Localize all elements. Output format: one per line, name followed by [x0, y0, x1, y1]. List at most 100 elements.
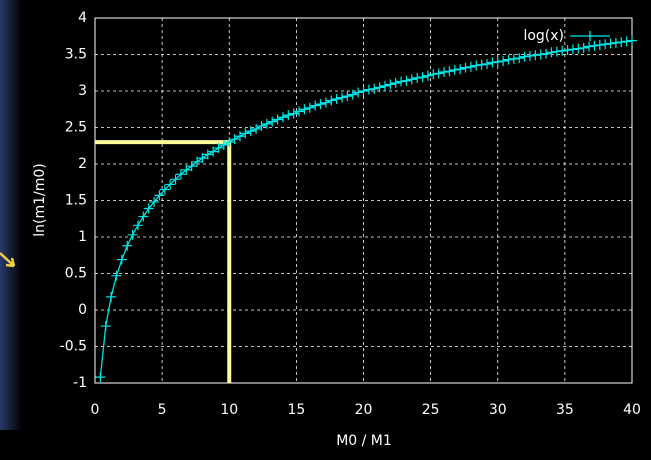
point-marker — [557, 45, 568, 56]
point-marker — [621, 36, 632, 47]
point-marker — [385, 79, 396, 90]
point-marker — [519, 51, 530, 62]
point-marker — [154, 190, 165, 201]
point-marker — [100, 321, 111, 332]
point-marker — [589, 40, 600, 51]
point-marker — [541, 48, 552, 59]
point-marker — [353, 87, 364, 98]
point-marker — [326, 95, 337, 106]
point-marker — [428, 69, 439, 80]
arrow — [0, 252, 16, 268]
point-marker — [234, 131, 245, 142]
point-marker — [256, 121, 267, 132]
legend-swatch — [570, 31, 610, 41]
point-marker — [116, 254, 127, 265]
y-tick-label: 3 — [78, 83, 87, 99]
point-marker — [584, 41, 595, 52]
point-marker — [396, 76, 407, 87]
x-tick-label: 20 — [355, 402, 373, 418]
y-tick-label: 0 — [78, 302, 87, 318]
point-marker — [224, 137, 235, 148]
point-marker — [159, 184, 170, 195]
x-tick-label: 10 — [220, 402, 238, 418]
point-marker — [213, 142, 224, 153]
point-marker — [627, 35, 637, 46]
point-marker — [439, 67, 450, 78]
point-marker — [503, 54, 514, 65]
point-marker — [294, 106, 305, 117]
point-marker — [578, 42, 589, 53]
point-marker — [181, 164, 192, 175]
point-marker — [170, 174, 181, 185]
point-marker — [149, 196, 160, 207]
point-marker — [358, 86, 369, 96]
point-marker — [175, 169, 186, 180]
point-marker — [530, 50, 541, 61]
point-marker — [251, 123, 262, 134]
point-marker — [111, 270, 122, 281]
point-marker — [422, 70, 433, 81]
x-tick-label: 40 — [623, 402, 641, 418]
x-axis-label: M0 / M1 — [336, 433, 392, 449]
y-tick-label: 3.5 — [65, 47, 87, 63]
point-marker — [406, 74, 417, 85]
x-tick-label: 35 — [556, 402, 574, 418]
point-marker — [551, 46, 562, 57]
point-marker — [337, 92, 348, 103]
point-marker — [304, 102, 315, 113]
point-marker — [444, 66, 455, 77]
point-marker — [460, 62, 471, 73]
x-tick-label: 15 — [287, 402, 305, 418]
y-tick-label: 2 — [78, 156, 87, 172]
point-marker — [283, 110, 294, 121]
y-tick-label: 0.5 — [65, 266, 87, 282]
point-marker — [347, 89, 358, 100]
point-marker — [122, 240, 133, 251]
point-marker — [229, 134, 240, 145]
point-marker — [498, 56, 509, 67]
point-marker — [138, 211, 149, 222]
point-marker — [567, 44, 578, 55]
point-marker — [616, 37, 627, 48]
point-marker — [401, 75, 412, 86]
point-marker — [492, 56, 503, 67]
point-marker — [310, 100, 321, 111]
y-tick-label: -0.5 — [60, 339, 87, 355]
point-marker — [476, 59, 487, 70]
point-marker — [192, 156, 203, 167]
point-marker — [546, 47, 557, 58]
point-marker — [417, 72, 428, 83]
point-marker — [455, 64, 466, 75]
point-marker — [433, 68, 444, 79]
point-marker — [202, 149, 213, 160]
point-marker — [240, 128, 251, 139]
point-marker — [487, 57, 498, 68]
point-marker — [610, 37, 621, 48]
point-marker — [315, 99, 326, 110]
x-tick-label: 5 — [158, 402, 167, 418]
x-tick-label: 25 — [422, 402, 440, 418]
point-marker — [267, 116, 278, 127]
point-marker — [600, 39, 611, 50]
background-photo — [0, 0, 22, 430]
point-marker — [369, 83, 380, 94]
point-marker — [374, 82, 385, 93]
point-marker — [562, 45, 573, 56]
point-marker — [127, 229, 138, 240]
point-marker — [95, 372, 106, 383]
point-marker — [594, 40, 605, 51]
point-marker — [412, 72, 423, 83]
point-marker — [288, 108, 299, 119]
plot-border — [94, 17, 633, 384]
point-marker — [261, 118, 272, 129]
point-marker — [605, 38, 616, 49]
x-tick-label: 0 — [91, 402, 100, 418]
point-marker — [514, 53, 525, 64]
point-marker — [379, 80, 390, 91]
point-marker — [363, 84, 374, 95]
point-marker — [465, 61, 476, 72]
point-marker — [272, 114, 283, 125]
